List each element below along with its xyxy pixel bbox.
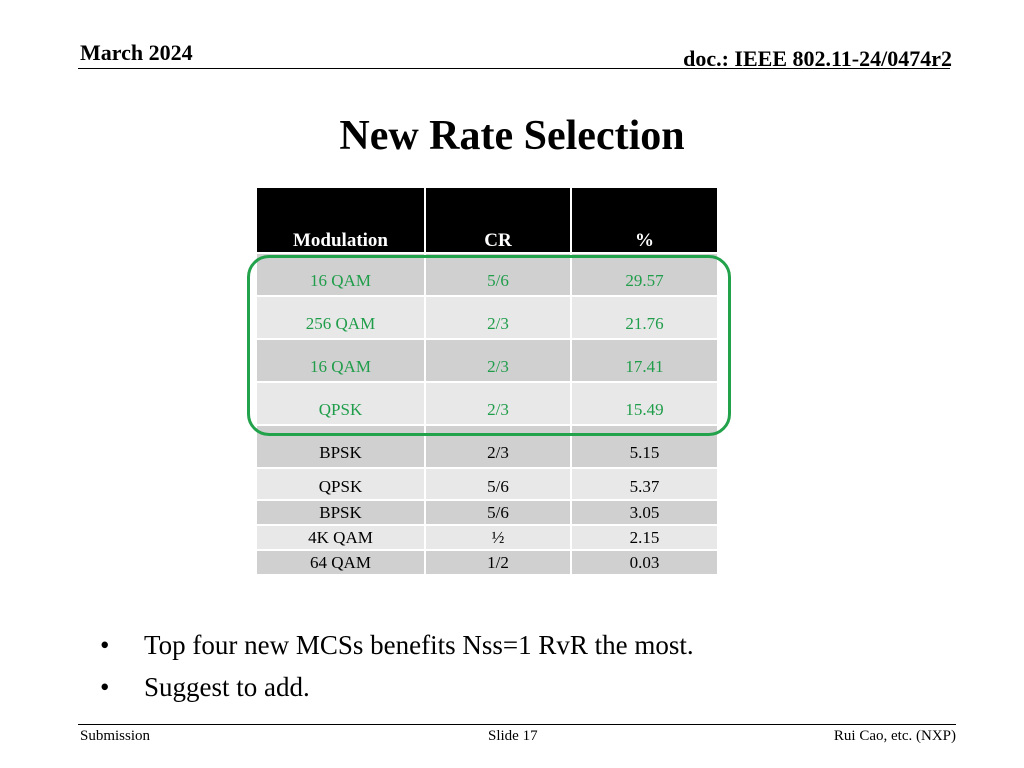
- table-row: 64 QAM 1/2 0.03: [257, 550, 717, 576]
- cell-cr: 5/6: [425, 253, 572, 297]
- table-row: QPSK 2/3 15.49: [257, 382, 717, 426]
- table-row: BPSK 2/3 5.15: [257, 425, 717, 469]
- table-row: 16 QAM 5/6 29.57: [257, 253, 717, 297]
- table-row: BPSK 5/6 3.05: [257, 500, 717, 526]
- cell-percent: 5.15: [571, 425, 717, 469]
- cell-modulation: 256 QAM: [257, 296, 426, 340]
- table-row: 4K QAM ½ 2.15: [257, 525, 717, 551]
- cell-cr: 1/2: [425, 550, 572, 576]
- header-divider: [78, 68, 950, 69]
- cell-modulation: 4K QAM: [257, 525, 426, 551]
- table-row: 256 QAM 2/3 21.76: [257, 296, 717, 340]
- cell-modulation: BPSK: [257, 425, 426, 469]
- cell-percent: 0.03: [571, 550, 717, 576]
- cell-cr: 5/6: [425, 468, 572, 501]
- cell-modulation: QPSK: [257, 382, 426, 426]
- cell-percent: 3.05: [571, 500, 717, 526]
- bullet-symbol: •: [100, 630, 110, 660]
- cell-modulation: 16 QAM: [257, 253, 426, 297]
- table-header-row: Modulation CR %: [257, 188, 717, 254]
- cell-percent: 21.76: [571, 296, 717, 340]
- bullet-item: • Suggest to add.: [100, 672, 694, 714]
- cell-percent: 15.49: [571, 382, 717, 426]
- bullet-text: Top four new MCSs benefits Nss=1 RvR the…: [144, 630, 694, 660]
- bullet-text: Suggest to add.: [144, 672, 310, 702]
- footer-author: Rui Cao, etc. (NXP): [833, 728, 956, 744]
- footer-divider: [78, 724, 956, 725]
- cell-modulation: 16 QAM: [257, 339, 426, 383]
- footer-slide-number: Slide 17: [488, 728, 538, 744]
- footer-submission: Submission: [80, 728, 151, 744]
- bullet-symbol: •: [100, 672, 110, 702]
- cell-cr: 2/3: [425, 425, 572, 469]
- cell-cr: 2/3: [425, 382, 572, 426]
- cell-cr: 5/6: [425, 500, 572, 526]
- cell-modulation: 64 QAM: [257, 550, 426, 576]
- cell-modulation: QPSK: [257, 468, 426, 501]
- cell-cr: ½: [425, 525, 572, 551]
- header-doc-id: doc.: IEEE 802.11-24/0474r2: [683, 46, 952, 71]
- cell-percent: 5.37: [571, 468, 717, 501]
- table-row: 16 QAM 2/3 17.41: [257, 339, 717, 383]
- mcs-table: Modulation CR % 16 QAM 5/6 29.57 256 QAM…: [257, 188, 717, 576]
- header-modulation: Modulation: [257, 188, 426, 254]
- cell-cr: 2/3: [425, 296, 572, 340]
- header-cr: CR: [425, 188, 572, 254]
- cell-modulation: BPSK: [257, 500, 426, 526]
- table-row: QPSK 5/6 5.37: [257, 468, 717, 501]
- cell-percent: 17.41: [571, 339, 717, 383]
- cell-percent: 29.57: [571, 253, 717, 297]
- bullet-list: • Top four new MCSs benefits Nss=1 RvR t…: [100, 630, 694, 714]
- cell-percent: 2.15: [571, 525, 717, 551]
- slide-title: New Rate Selection: [339, 113, 685, 159]
- header-percent: %: [571, 188, 717, 254]
- bullet-item: • Top four new MCSs benefits Nss=1 RvR t…: [100, 630, 694, 672]
- header-date: March 2024: [80, 40, 193, 65]
- cell-cr: 2/3: [425, 339, 572, 383]
